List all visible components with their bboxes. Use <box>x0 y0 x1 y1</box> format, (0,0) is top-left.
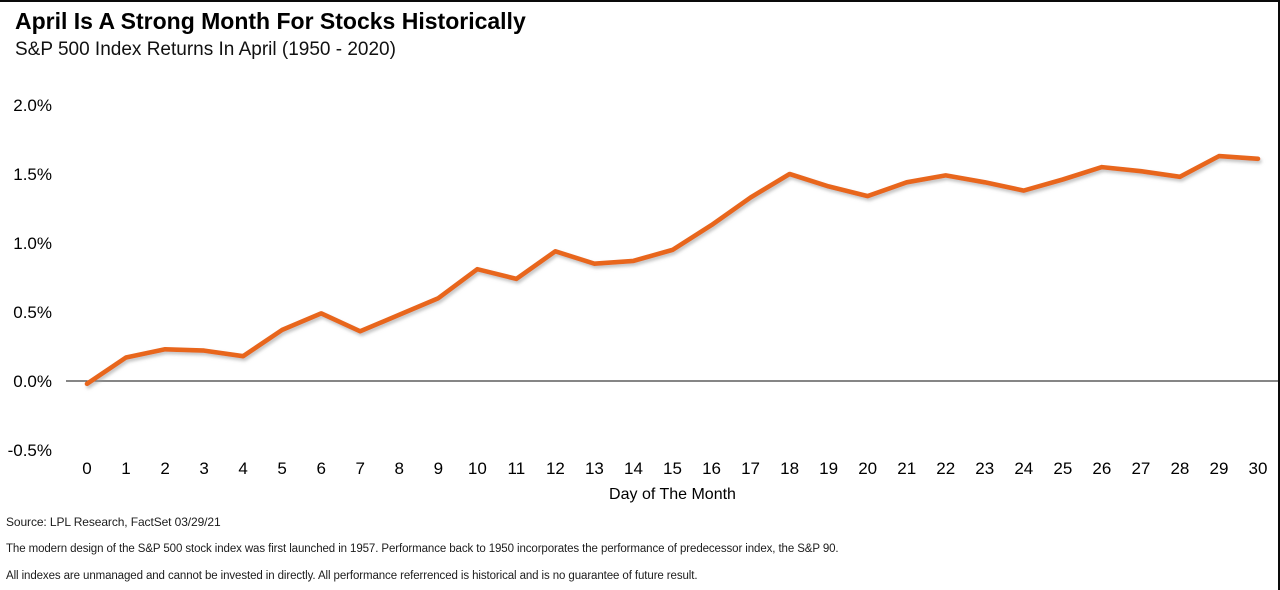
x-tick-label: 10 <box>468 459 487 478</box>
chart-svg: 2.0%1.5%1.0%0.5%0.0%-0.5%0 1 2 3 4 5 6 7 8 9 10 11 1… <box>8 96 1278 503</box>
svg-text:Day of The Month: Day of The Month <box>609 486 736 503</box>
line-chart: 2.0% 1.5% 1.0% 0.5% 0.0% -0.5% 0 1 2 3 4 5 6 7 8 9 10 11 1… <box>0 2 1278 512</box>
x-tick-label: 23 <box>975 459 994 478</box>
x-tick-label: 12 <box>546 459 565 478</box>
x-tick-label: 19 <box>819 459 838 478</box>
x-tick-label: 24 <box>1014 459 1033 478</box>
x-tick-label: 8 <box>395 459 404 478</box>
chart-subtitle: S&P 500 Index Returns In April (1950 - 2… <box>15 39 396 60</box>
x-tick-label: 6 <box>316 459 325 478</box>
x-tick-label: 3 <box>199 459 208 478</box>
x-tick-label: 20 <box>858 459 877 478</box>
x-tick-label: 30 <box>1249 459 1268 478</box>
x-tick-label: 14 <box>624 459 643 478</box>
x-tick-label: 18 <box>780 459 799 478</box>
x-tick-label: 5 <box>277 459 286 478</box>
x-tick-label: 2 <box>160 459 169 478</box>
y-axis-tick-labels: 2.0% 1.5% 1.0% 0.5% 0.0% -0.5% <box>8 96 52 460</box>
y-tick-label: 0.5% <box>13 303 52 322</box>
x-tick-label: 11 <box>508 459 526 478</box>
x-tick-label: 27 <box>1131 459 1150 478</box>
x-tick-label: 21 <box>897 459 916 478</box>
x-axis-title: Day of The Month <box>609 486 736 503</box>
chart-title: April Is A Strong Month For Stocks Histo… <box>15 8 526 34</box>
x-tick-label: 13 <box>585 459 604 478</box>
x-tick-label: 28 <box>1170 459 1189 478</box>
x-tick-label: 9 <box>434 459 443 478</box>
y-tick-label: -0.5% <box>8 441 52 460</box>
source-note: Source: LPL Research, FactSet 03/29/21 <box>6 515 221 529</box>
x-tick-label: 25 <box>1053 459 1072 478</box>
x-tick-label: 26 <box>1092 459 1111 478</box>
x-tick-label: 7 <box>355 459 364 478</box>
y-tick-label: 1.5% <box>13 165 52 184</box>
x-tick-label: 4 <box>238 459 247 478</box>
x-tick-label: 22 <box>936 459 955 478</box>
y-tick-label: 1.0% <box>13 234 52 253</box>
y-tick-label: 0.0% <box>13 372 52 391</box>
x-tick-label: 15 <box>663 459 682 478</box>
x-tick-label: 16 <box>702 459 721 478</box>
x-tick-label: 29 <box>1210 459 1229 478</box>
x-tick-label: 1 <box>121 459 130 478</box>
x-tick-label: 17 <box>741 459 760 478</box>
sp500-april-return-line <box>84 153 1261 387</box>
x-tick-label: 0 <box>82 459 91 478</box>
disclosure-note-2: All indexes are unmanaged and cannot be … <box>6 570 698 582</box>
x-axis-tick-labels: 0 1 2 3 4 5 6 7 8 9 10 11 12 13 14 15 16 17 18 19 20 21 22 23 24… <box>82 459 1267 478</box>
y-tick-label: 2.0% <box>13 96 52 115</box>
disclosure-note-1: The modern design of the S&P 500 stock i… <box>6 543 839 555</box>
